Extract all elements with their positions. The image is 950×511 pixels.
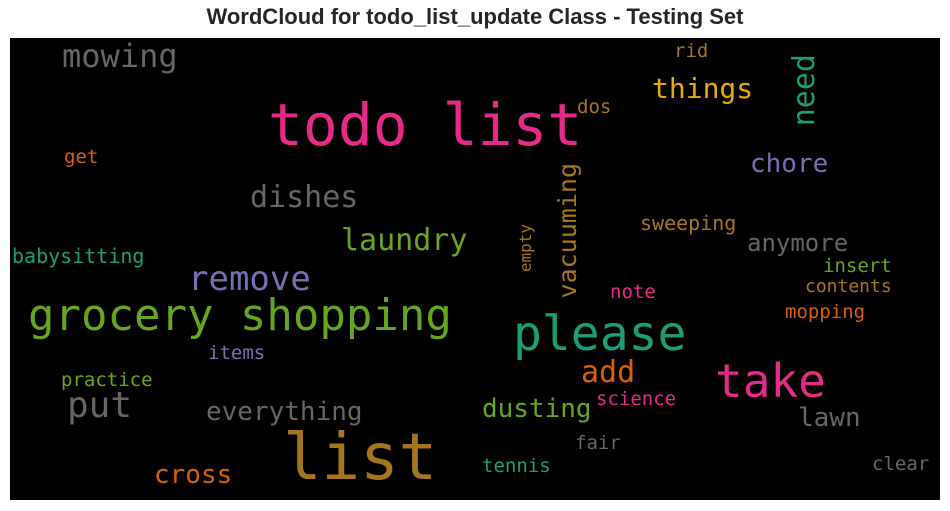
word-laundry: laundry: [341, 223, 468, 258]
word-chore: chore: [750, 149, 829, 179]
word-babysitting: babysitting: [12, 244, 145, 268]
word-practice: practice: [61, 369, 153, 391]
word-science: science: [596, 388, 677, 410]
word-contents: contents: [805, 276, 892, 297]
word-put: put: [67, 385, 133, 426]
word-mowing: mowing: [62, 38, 178, 75]
word-remove: remove: [188, 259, 311, 299]
word-things: things: [652, 72, 754, 105]
word-please: please: [513, 306, 687, 362]
word-dishes: dishes: [250, 180, 359, 215]
word-insert: insert: [823, 255, 892, 277]
word-grocery-shopping: grocery shopping: [28, 290, 452, 341]
word-todo-list: todo list: [268, 91, 583, 159]
word-dusting: dusting: [482, 394, 592, 424]
word-need: need: [787, 54, 822, 127]
word-cloud: todo list list grocery shopping please take r…: [10, 38, 940, 500]
word-fair: fair: [575, 432, 621, 454]
word-rid: rid: [674, 40, 709, 62]
word-get: get: [64, 146, 99, 168]
word-clear: clear: [872, 453, 930, 475]
word-everything: everything: [206, 397, 363, 427]
word-take: take: [715, 354, 826, 408]
word-sweeping: sweeping: [640, 211, 737, 235]
word-dos: dos: [577, 96, 612, 118]
word-items: items: [208, 342, 266, 364]
word-add: add: [581, 355, 636, 390]
word-list: list: [283, 421, 438, 495]
word-note: note: [610, 281, 656, 303]
word-empty: empty: [516, 224, 535, 273]
word-tennis: tennis: [482, 455, 551, 477]
chart-title: WordCloud for todo_list_update Class - T…: [206, 4, 744, 29]
word-lawn: lawn: [798, 403, 861, 433]
word-vacuuming: vacuuming: [553, 163, 582, 299]
word-anymore: anymore: [747, 229, 849, 257]
word-cross: cross: [154, 460, 233, 490]
word-mopping: mopping: [785, 301, 866, 323]
